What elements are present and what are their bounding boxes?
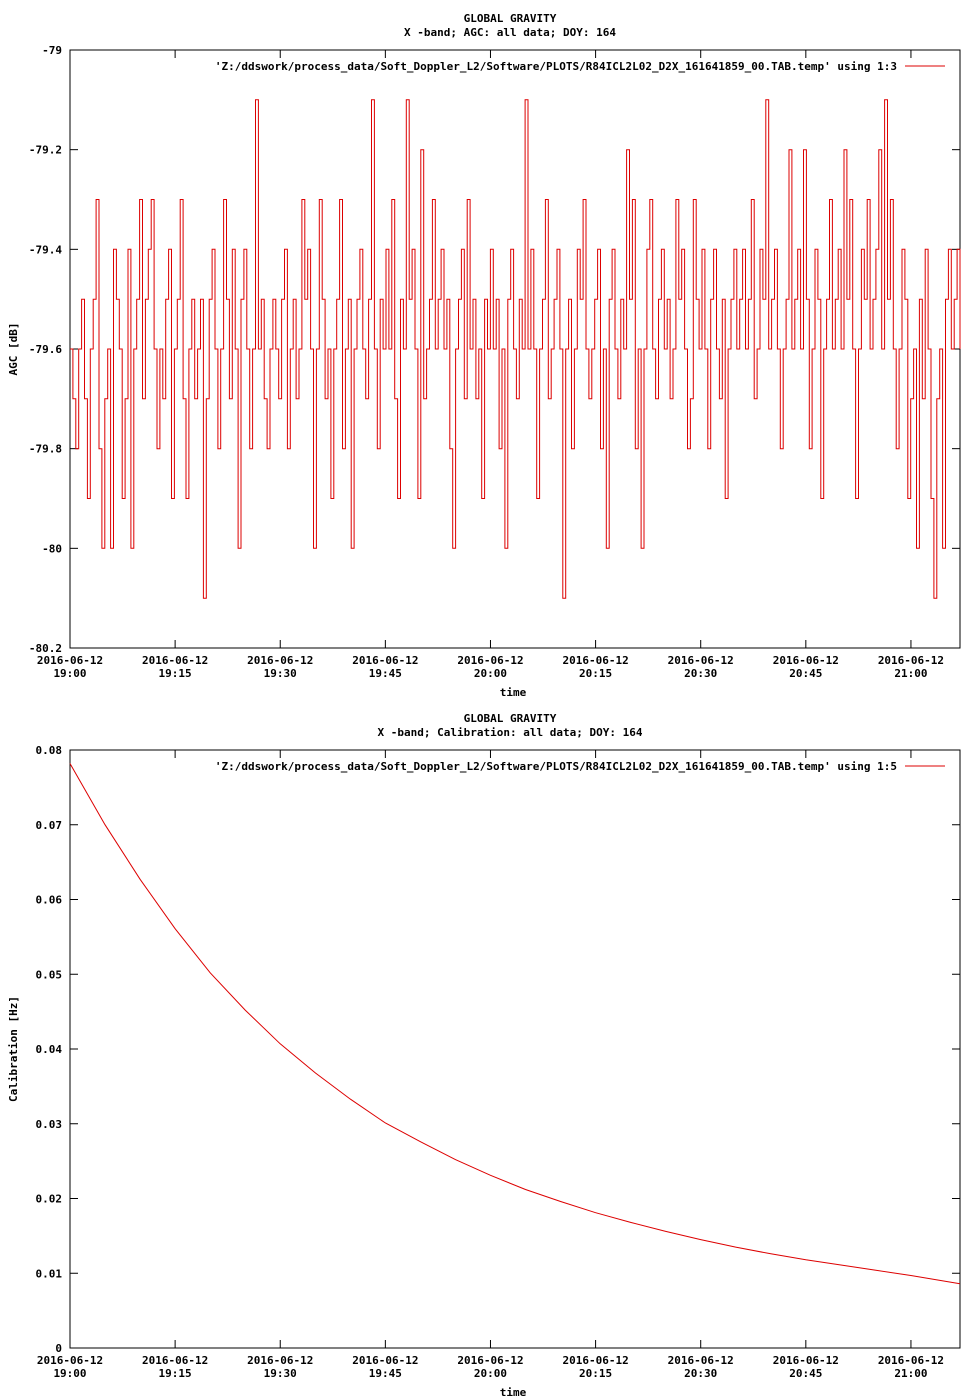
agc-x-tick-date: 2016-06-12 (562, 654, 628, 667)
agc-y-tick-label: -79 (42, 44, 62, 57)
calibration-x-tick-time: 20:00 (474, 1367, 507, 1380)
calibration-y-tick-label: 0.07 (36, 819, 63, 832)
calibration-legend: 'Z:/ddswork/process_data/Soft_Doppler_L2… (215, 760, 945, 773)
calibration-y-tick-label: 0.08 (36, 744, 63, 757)
agc-y-tick-label: -79.4 (29, 243, 62, 256)
agc-x-tick-date: 2016-06-12 (142, 654, 208, 667)
calibration-x-axis: 2016-06-1219:002016-06-1219:152016-06-12… (37, 750, 944, 1380)
calibration-x-tick-date: 2016-06-12 (37, 1354, 103, 1367)
agc-x-tick-date: 2016-06-12 (352, 654, 418, 667)
agc-y-tick-label: -79.6 (29, 343, 62, 356)
agc-x-tick-time: 19:30 (264, 667, 297, 680)
calibration-legend-label: 'Z:/ddswork/process_data/Soft_Doppler_L2… (215, 760, 897, 773)
calibration-series-line (69, 763, 961, 1285)
calibration-x-tick-time: 20:45 (789, 1367, 822, 1380)
calibration-x-tick-time: 19:30 (264, 1367, 297, 1380)
calibration-x-tick-date: 2016-06-12 (247, 1354, 313, 1367)
calibration-x-tick-time: 20:30 (684, 1367, 717, 1380)
agc-y-tick-label: -80 (42, 542, 62, 555)
calibration-y-tick-label: 0.05 (36, 968, 63, 981)
agc-y-tick-label: -79.2 (29, 144, 62, 157)
agc-x-tick-time: 20:30 (684, 667, 717, 680)
agc-x-tick-date: 2016-06-12 (37, 654, 103, 667)
agc-x-tick-time: 20:15 (579, 667, 612, 680)
agc-x-tick-time: 19:15 (159, 667, 192, 680)
agc-x-tick-time: 19:45 (369, 667, 402, 680)
agc-x-tick-date: 2016-06-12 (668, 654, 734, 667)
calibration-x-tick-time: 21:00 (894, 1367, 927, 1380)
agc-y-tick-label: -79.8 (29, 443, 62, 456)
calibration-chart-title: GLOBAL GRAVITY (464, 712, 557, 725)
calibration-plot-frame (69, 749, 961, 1349)
calibration-x-tick-date: 2016-06-12 (142, 1354, 208, 1367)
agc-x-tick-time: 19:00 (53, 667, 86, 680)
calibration-x-tick-date: 2016-06-12 (668, 1354, 734, 1367)
agc-x-axis: 2016-06-1219:002016-06-1219:152016-06-12… (37, 50, 944, 680)
agc-series-line (70, 99, 961, 599)
calibration-y-tick-label: 0.03 (36, 1118, 63, 1131)
agc-x-tick-time: 21:00 (894, 667, 927, 680)
calibration-y-tick-label: 0.02 (36, 1193, 63, 1206)
calibration-x-axis-label: time (500, 1386, 527, 1399)
calibration-y-axis-label: Calibration [Hz] (7, 996, 20, 1102)
calibration-x-tick-date: 2016-06-12 (773, 1354, 839, 1367)
calibration-x-tick-time: 20:15 (579, 1367, 612, 1380)
agc-y-tick-label: -80.2 (29, 642, 62, 655)
agc-chart-subtitle: X -band; AGC: all data; DOY: 164 (404, 26, 616, 39)
calibration-x-tick-date: 2016-06-12 (562, 1354, 628, 1367)
agc-chart-title: GLOBAL GRAVITY (464, 12, 557, 25)
agc-y-axis-label: AGC [dB] (7, 323, 20, 376)
agc-x-tick-date: 2016-06-12 (247, 654, 313, 667)
agc-legend: 'Z:/ddswork/process_data/Soft_Doppler_L2… (215, 60, 945, 73)
agc-x-axis-label: time (500, 686, 527, 699)
calibration-chart-subtitle: X -band; Calibration: all data; DOY: 164 (378, 726, 643, 739)
agc-x-tick-time: 20:45 (789, 667, 822, 680)
calibration-y-axis: 0.08 0.07 0.06 0.05 0.04 0.03 0.02 0.01 0 (36, 744, 960, 1355)
calibration-y-tick-label: 0 (55, 1342, 62, 1355)
calibration-x-tick-time: 19:15 (159, 1367, 192, 1380)
calibration-y-tick-label: 0.04 (36, 1043, 63, 1056)
calibration-x-tick-date: 2016-06-12 (352, 1354, 418, 1367)
calibration-y-tick-label: 0.06 (36, 894, 63, 907)
calibration-x-tick-time: 19:00 (53, 1367, 86, 1380)
agc-x-tick-date: 2016-06-12 (878, 654, 944, 667)
calibration-x-tick-date: 2016-06-12 (457, 1354, 523, 1367)
calibration-x-tick-time: 19:45 (369, 1367, 402, 1380)
agc-legend-label: 'Z:/ddswork/process_data/Soft_Doppler_L2… (215, 60, 897, 73)
calibration-x-tick-date: 2016-06-12 (878, 1354, 944, 1367)
agc-x-tick-date: 2016-06-12 (773, 654, 839, 667)
calibration-chart: GLOBAL GRAVITY X -band; Calibration: all… (7, 712, 961, 1399)
calibration-y-tick-label: 0.01 (36, 1267, 63, 1280)
agc-x-tick-date: 2016-06-12 (457, 654, 523, 667)
agc-x-tick-time: 20:00 (474, 667, 507, 680)
agc-chart: GLOBAL GRAVITY X -band; AGC: all data; D… (7, 12, 961, 699)
